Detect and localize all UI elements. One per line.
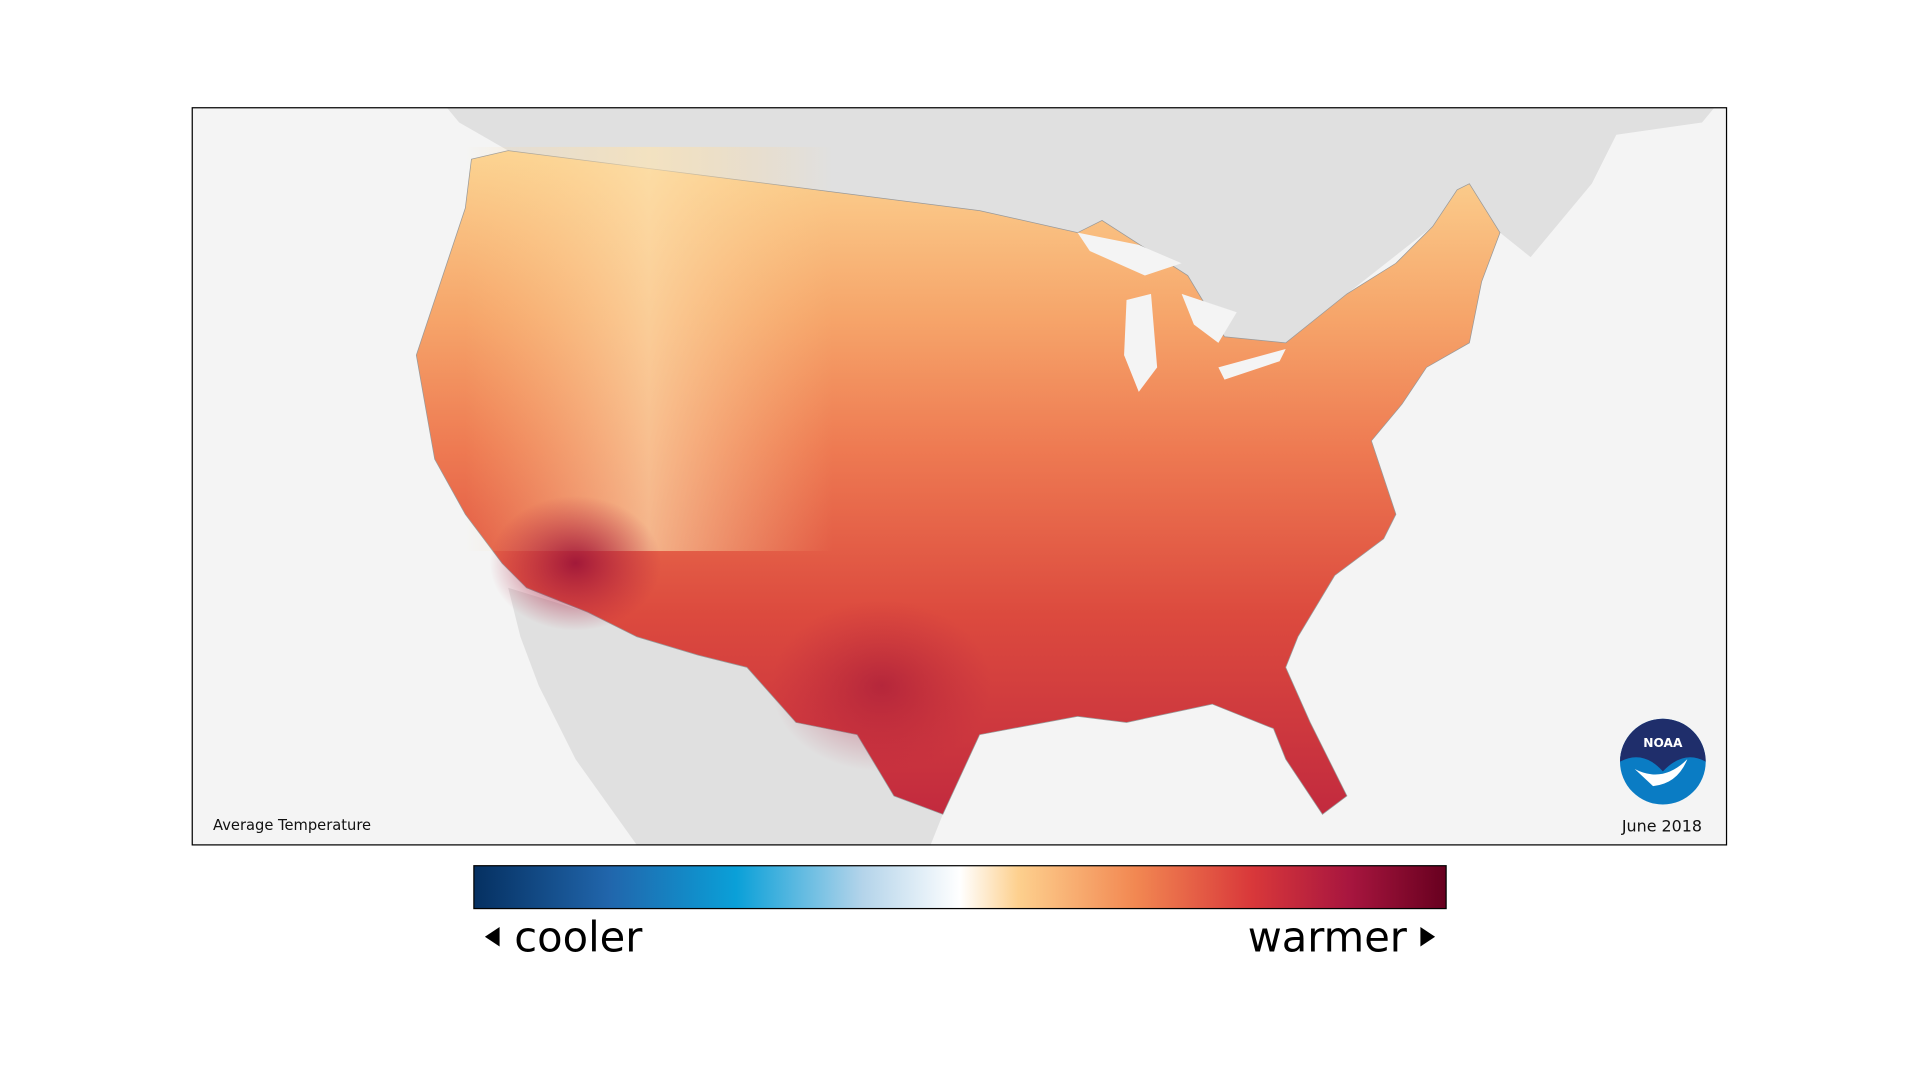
logo-top [1620,718,1706,772]
map-frame [191,107,1728,846]
warmer-arrow [1420,926,1436,947]
logo-text: NOAA [1643,736,1683,750]
southwest-hot-area [489,495,662,631]
color-scale [473,865,1447,910]
map-date: June 2018 [1621,816,1702,835]
map-label: Average Temperature [213,817,371,834]
mexico-land [508,587,943,845]
texas-hot-area [771,600,992,772]
cooler-arrow [484,926,500,947]
legend-high: warmer [1248,912,1408,961]
legend-low: cooler [514,912,643,961]
map-layers [415,107,1715,845]
lake-huron [1181,293,1237,343]
lake-michigan [1124,293,1158,392]
noaa-logo: NOAA [1620,718,1706,805]
lake-erie [1218,348,1286,380]
lake-superior [1077,232,1182,276]
mountain-cool-area [465,146,833,552]
logo-bird [1634,759,1688,787]
